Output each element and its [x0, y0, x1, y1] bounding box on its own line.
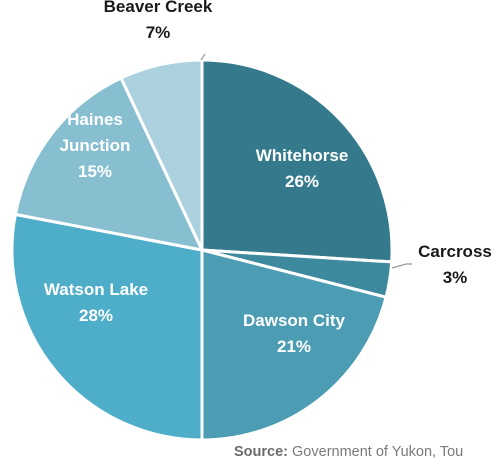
slice-label: Whitehorse 26%	[256, 146, 349, 191]
slice-label: Carcross 3%	[418, 242, 492, 287]
slice-value-label: 28%	[79, 306, 113, 325]
slice-name-label: Whitehorse	[256, 146, 349, 165]
source-prefix: Source:	[234, 444, 288, 460]
slice-name-label: Junction	[60, 136, 131, 155]
source-text: Government of Yukon, Tou	[292, 444, 464, 460]
slice-value-label: 7%	[146, 23, 171, 42]
slice-name-label: Dawson City	[243, 311, 346, 330]
slice-value-label: 21%	[277, 337, 311, 356]
slice-value-label: 15%	[78, 162, 112, 181]
pie-slice-beaver-creek	[119, 58, 204, 252]
slice-label: Beaver Creek 7%	[104, 0, 213, 42]
slice-value-label: 26%	[285, 172, 319, 191]
slice-value-label: 3%	[443, 268, 468, 287]
slice-name-label: Beaver Creek	[104, 0, 213, 16]
pie-slice-whitehorse	[200, 58, 394, 264]
source-note: Source: Government of Yukon, Tou	[234, 444, 463, 460]
slice-name-label: Haines	[67, 110, 123, 129]
slice-label: Dawson City 21%	[243, 311, 346, 356]
slice-label: Haines Junction 15%	[60, 110, 131, 181]
slice-name-label: Watson Lake	[44, 280, 148, 299]
slice-name-label: Carcross	[418, 242, 492, 261]
leader-line	[200, 53, 206, 61]
pie-slice-haines-junction	[13, 76, 204, 252]
slice-label: Watson Lake 28%	[44, 280, 148, 325]
pie-slice-watson-lake	[10, 212, 204, 442]
leader-line	[391, 263, 412, 269]
pie-slice-dawson-city	[200, 248, 388, 442]
